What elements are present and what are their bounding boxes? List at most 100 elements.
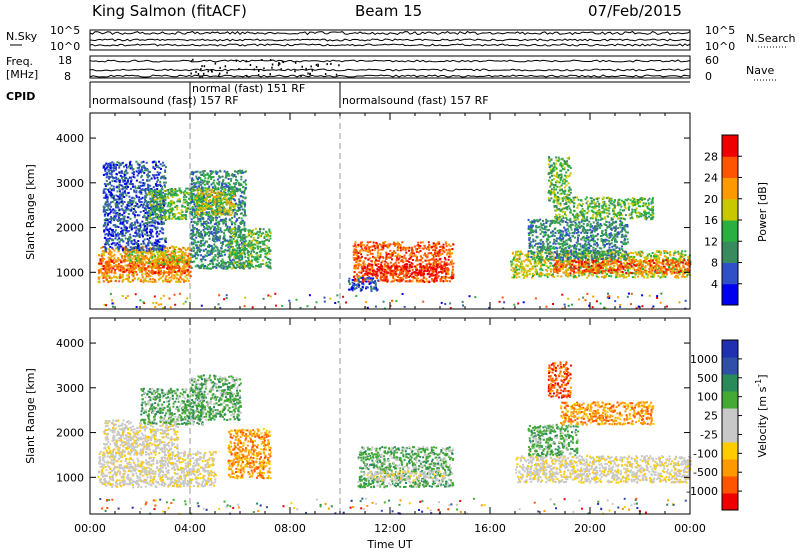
power-echo <box>134 226 137 229</box>
power-echo <box>210 190 213 193</box>
power-echo <box>146 183 149 186</box>
power-echo <box>127 207 130 210</box>
power-echo <box>144 229 147 232</box>
power-echo <box>147 244 150 247</box>
power-echo <box>145 229 148 232</box>
power-echo <box>112 211 115 214</box>
power-echo <box>125 181 128 184</box>
power-echo <box>110 265 113 268</box>
power-echo <box>209 222 212 225</box>
power-echo <box>404 247 407 250</box>
power-echo <box>189 202 192 205</box>
power-echo <box>103 166 105 168</box>
power-echo <box>131 263 134 266</box>
power-echo <box>227 190 230 193</box>
power-echo <box>124 248 127 251</box>
power-echo <box>165 264 168 267</box>
power-echo <box>229 199 232 202</box>
power-echo <box>120 170 123 173</box>
power-echo <box>104 185 107 188</box>
power-echo <box>247 259 250 262</box>
freq-dot <box>305 67 307 70</box>
power-echo <box>232 238 235 240</box>
power-echo <box>104 243 107 246</box>
power-echo <box>160 198 163 201</box>
power-echo <box>247 253 250 256</box>
power-echo <box>118 269 121 272</box>
power-echo <box>430 277 433 280</box>
power-echo <box>223 229 226 232</box>
power-echo <box>218 212 221 214</box>
power-echo <box>167 264 170 267</box>
power-echo <box>173 268 176 271</box>
power-echo <box>126 274 129 277</box>
power-echo <box>177 251 180 254</box>
power-echo <box>220 218 222 221</box>
power-echo <box>376 254 379 257</box>
power-echo <box>141 165 144 168</box>
power-echo <box>127 238 129 240</box>
cpid-segment-label: normal (fast) 151 RF <box>192 82 305 95</box>
power-echo <box>226 185 229 188</box>
power-echo <box>118 241 121 243</box>
power-echo <box>242 214 245 217</box>
power-echo <box>208 211 211 214</box>
power-echo <box>187 257 190 260</box>
power-echo <box>170 194 173 197</box>
power-echo <box>163 209 166 212</box>
power-echo <box>213 179 216 182</box>
power-echo <box>142 228 145 231</box>
power-echo <box>129 199 132 202</box>
freq-dot <box>200 68 202 71</box>
power-echo <box>238 216 241 219</box>
freq-dot <box>249 64 252 66</box>
power-echo <box>159 185 162 188</box>
power-echo <box>202 228 205 231</box>
power-echo <box>104 201 107 204</box>
power-echo <box>136 250 139 253</box>
power-echo <box>164 240 167 243</box>
power-echo <box>436 243 439 246</box>
power-echo <box>167 189 170 191</box>
nsky-trace <box>89 38 691 42</box>
power-echo <box>155 207 158 210</box>
power-echo <box>358 262 361 265</box>
power-echo <box>243 267 245 270</box>
power-echo <box>223 234 226 237</box>
power-echo <box>126 250 129 253</box>
power-echo <box>129 259 132 262</box>
power-echo <box>190 253 192 256</box>
power-echo <box>140 201 143 203</box>
power-echo <box>116 204 119 207</box>
power-echo <box>170 210 173 213</box>
power-echo <box>107 280 110 282</box>
power-echo <box>160 251 163 254</box>
power-echo <box>107 168 110 171</box>
power-echo <box>111 161 114 164</box>
power-echo <box>231 202 234 205</box>
power-echo <box>109 227 112 230</box>
power-echo <box>149 256 152 259</box>
power-echo <box>137 163 140 166</box>
power-echo <box>121 232 124 235</box>
power-echo <box>161 257 164 260</box>
power-echo <box>155 183 158 185</box>
power-echo <box>118 265 121 268</box>
power-echo <box>265 230 268 233</box>
power-echo <box>151 254 154 257</box>
power-echo <box>203 183 206 186</box>
power-echo <box>161 279 164 282</box>
power-echo <box>154 254 157 257</box>
freq-dot <box>338 64 340 67</box>
power-echo <box>354 278 357 280</box>
power-echo <box>161 164 164 167</box>
power-echo <box>402 275 405 278</box>
power-echo <box>179 271 182 274</box>
power-echo <box>199 220 202 223</box>
power-echo <box>130 224 133 227</box>
freq-dot <box>203 65 206 68</box>
power-echo <box>214 254 217 257</box>
power-echo <box>194 257 197 260</box>
power-echo <box>173 258 176 261</box>
power-echo <box>112 208 115 211</box>
